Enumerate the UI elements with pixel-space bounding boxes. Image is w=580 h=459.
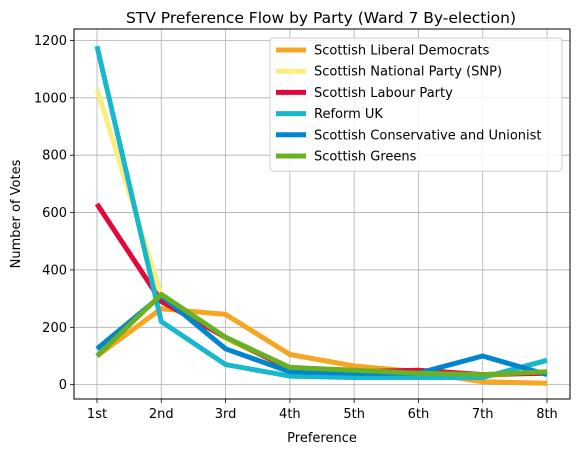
series-line-5 bbox=[95, 293, 548, 378]
legend-entry-label: Scottish Conservative and Unionist bbox=[314, 128, 542, 143]
y-tick-label: 1000 bbox=[34, 91, 67, 106]
y-tick-label: 0 bbox=[59, 378, 67, 393]
x-axis-label: Preference bbox=[287, 431, 357, 446]
x-tick-label: 7th bbox=[472, 407, 494, 422]
chart-title: STV Preference Flow by Party (Ward 7 By-… bbox=[126, 9, 516, 27]
legend-box bbox=[269, 37, 563, 172]
axis-ticks: 1st 2nd 3rd 4th 5th 6th 7th 8th 0 200 400 600 800 100… bbox=[34, 34, 558, 422]
series-lines bbox=[94, 45, 548, 386]
x-tick-label: 1st bbox=[87, 407, 107, 422]
y-axis-label: Number of Votes bbox=[9, 159, 24, 268]
y-tick-label: 400 bbox=[42, 263, 67, 278]
y-tick-label: 1200 bbox=[34, 34, 67, 49]
x-tick-label: 4th bbox=[279, 407, 301, 422]
legend-entry-label: Scottish Greens bbox=[314, 150, 417, 165]
y-tick-label: 200 bbox=[42, 321, 67, 336]
series-line-6 bbox=[95, 291, 548, 378]
legend-entry-label: Scottish National Party (SNP) bbox=[314, 65, 502, 80]
x-tick-label: 3rd bbox=[215, 407, 237, 422]
x-tick-label: 5th bbox=[343, 407, 365, 422]
x-tick-label: 2nd bbox=[149, 407, 174, 422]
x-tick-label: 6th bbox=[408, 407, 430, 422]
legend: Scottish Liberal Democrats Scottish Natio… bbox=[269, 37, 563, 172]
y-tick-label: 800 bbox=[42, 149, 67, 164]
series-line-4 bbox=[94, 45, 548, 380]
legend-entry-label: Reform UK bbox=[314, 107, 383, 122]
plot-frame bbox=[73, 28, 571, 400]
legend-entry-label: Scottish Labour Party bbox=[314, 86, 453, 101]
x-tick-label: 8th bbox=[536, 407, 558, 422]
y-tick-label: 600 bbox=[42, 206, 67, 221]
series-line-3 bbox=[94, 202, 548, 378]
legend-entry-label: Scottish Liberal Democrats bbox=[314, 44, 490, 59]
